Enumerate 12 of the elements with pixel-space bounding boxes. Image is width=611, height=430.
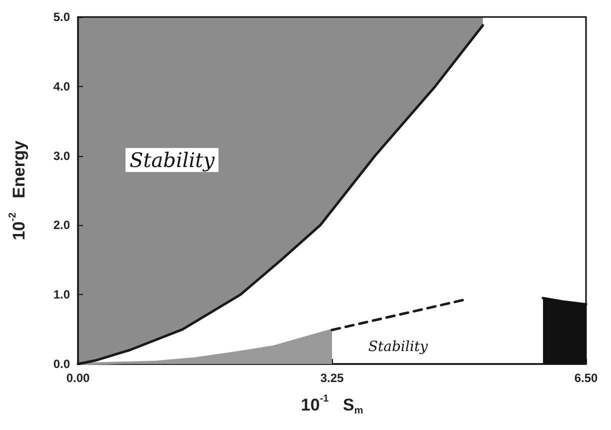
y-tick-label: 2.0	[53, 218, 70, 232]
y-tick-label: 4.0	[53, 79, 70, 94]
y-tick-label: 1.0	[53, 288, 70, 302]
text: 10-2 Energy	[8, 140, 28, 240]
y-tick-label: 5.0	[53, 10, 70, 24]
x-tick-label: 6.50	[574, 371, 598, 385]
y-tick-label: 0.0	[53, 357, 70, 371]
y-tick-label: 3.0	[53, 148, 70, 163]
x-tick-label: 0.00	[66, 371, 90, 385]
annotation: Stability	[368, 339, 429, 355]
x-tick-label: 3.25	[320, 371, 344, 385]
annotation: Stability	[130, 148, 216, 172]
